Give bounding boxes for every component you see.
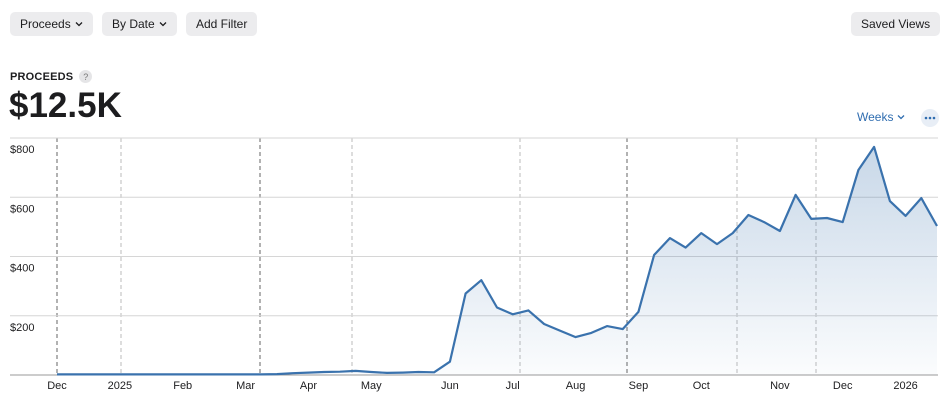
x-tick-label: Jul (506, 380, 520, 392)
area-fill (57, 146, 937, 375)
x-tick-label: 2025 (108, 380, 132, 392)
help-icon[interactable]: ? (79, 70, 93, 83)
x-tick-label: Dec (833, 380, 853, 392)
button-label: Saved Views (861, 17, 931, 31)
dropdown-button[interactable]: By Date (102, 12, 177, 36)
y-tick-label: $400 (10, 263, 34, 275)
button[interactable]: Add Filter (186, 12, 258, 36)
button-label: By Date (112, 17, 155, 31)
x-tick-label: Oct (693, 380, 710, 392)
chevron (159, 22, 167, 27)
more-button[interactable] (921, 109, 939, 127)
x-tick-label: Apr (300, 380, 317, 392)
button-label: Proceeds (20, 17, 71, 31)
metric-total: $12.5K (9, 86, 122, 125)
line (57, 145, 938, 376)
metric-name: PROCEEDS (10, 70, 74, 83)
metric-label: PROCEEDS? (10, 70, 93, 83)
y-tick-label: $600 (10, 203, 34, 215)
button-label: Add Filter (196, 17, 248, 31)
event-markers (56, 138, 817, 375)
chevron (898, 115, 905, 120)
y-tick-label: $200 (10, 322, 34, 334)
x-tick-label: Nov (770, 380, 790, 392)
x-tick-label: Mar (236, 380, 255, 392)
ellipsis (924, 116, 936, 120)
x-tick-label: 2026 (893, 380, 917, 392)
x-tick-label: Aug (566, 380, 586, 392)
x-tick-label: May (361, 380, 382, 392)
button[interactable]: Saved Views (851, 12, 941, 36)
x-tick-label: Dec (47, 380, 67, 392)
x-tick-label: Jun (441, 380, 459, 392)
period-label: Weeks (857, 110, 894, 124)
x-tick-label: Feb (173, 380, 192, 392)
period-dropdown[interactable]: Weeks (857, 110, 905, 124)
chevron (75, 22, 83, 27)
x-tick-label: Sep (629, 380, 649, 392)
y-tick-label: $800 (10, 144, 34, 156)
dropdown-button[interactable]: Proceeds (10, 12, 93, 36)
